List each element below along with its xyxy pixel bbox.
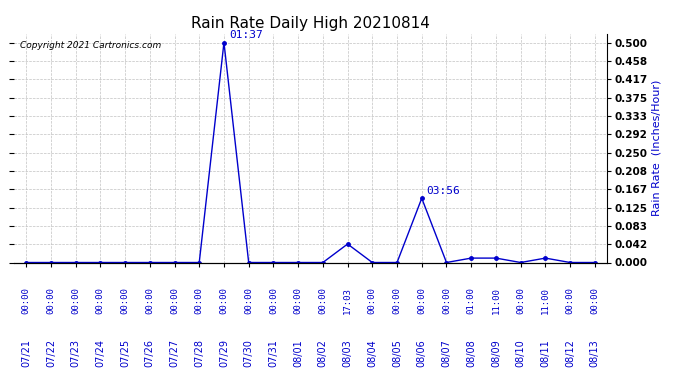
Text: 00:00: 00:00 (195, 288, 204, 314)
Text: 00:00: 00:00 (269, 288, 278, 314)
Text: 03:56: 03:56 (426, 186, 460, 196)
Text: 00:00: 00:00 (393, 288, 402, 314)
Text: 00:00: 00:00 (294, 288, 303, 314)
Text: 17:03: 17:03 (343, 288, 352, 314)
Text: 01:00: 01:00 (466, 288, 475, 314)
Text: 00:00: 00:00 (121, 288, 130, 314)
Text: 00:00: 00:00 (219, 288, 228, 314)
Text: 01:37: 01:37 (229, 30, 263, 40)
Text: 00:00: 00:00 (244, 288, 253, 314)
Text: 00:00: 00:00 (417, 288, 426, 314)
Text: 00:00: 00:00 (368, 288, 377, 314)
Text: 00:00: 00:00 (516, 288, 525, 314)
Text: 11:00: 11:00 (491, 288, 500, 314)
Text: 00:00: 00:00 (96, 288, 105, 314)
Text: 00:00: 00:00 (170, 288, 179, 314)
Text: 00:00: 00:00 (146, 288, 155, 314)
Text: 00:00: 00:00 (566, 288, 575, 314)
Text: 00:00: 00:00 (46, 288, 55, 314)
Text: 00:00: 00:00 (442, 288, 451, 314)
Text: 00:00: 00:00 (71, 288, 80, 314)
Text: 00:00: 00:00 (21, 288, 30, 314)
Y-axis label: Rain Rate  (Inches/Hour): Rain Rate (Inches/Hour) (651, 80, 662, 216)
Title: Rain Rate Daily High 20210814: Rain Rate Daily High 20210814 (191, 16, 430, 31)
Text: 00:00: 00:00 (318, 288, 327, 314)
Text: Copyright 2021 Cartronics.com: Copyright 2021 Cartronics.com (20, 40, 161, 50)
Text: 11:00: 11:00 (541, 288, 550, 314)
Text: 00:00: 00:00 (591, 288, 600, 314)
